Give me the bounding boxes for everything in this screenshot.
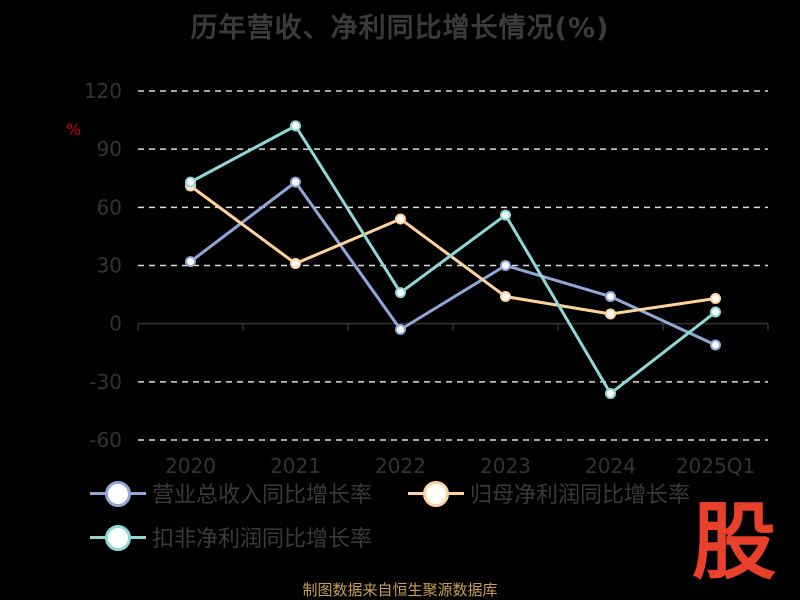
data-point — [500, 260, 511, 271]
data-point — [605, 387, 616, 399]
data-point — [395, 213, 406, 225]
data-point — [185, 176, 196, 188]
legend-marker-deducted-profit — [90, 522, 146, 552]
source-note: 制图数据来自恒生聚源数据库 — [302, 581, 498, 599]
grid-lines — [138, 90, 768, 441]
legend-item-net-profit[interactable]: 归母净利润同比增长率 — [408, 478, 690, 508]
series-line-1 — [189, 184, 716, 316]
legend-item-revenue[interactable]: 营业总收入同比增长率 — [90, 478, 372, 508]
data-point — [395, 323, 406, 335]
chart-title: 历年营收、净利同比增长情况(%) — [190, 13, 610, 44]
legend-label-net-profit: 归母净利润同比增长率 — [470, 483, 691, 508]
y-tick-label: 0 — [109, 312, 122, 336]
x-tick-label: 2025Q1 — [676, 454, 755, 478]
y-tick-label: -30 — [89, 370, 122, 394]
data-point — [710, 339, 721, 351]
data-point — [395, 287, 406, 299]
y-tick-label: -60 — [89, 428, 122, 452]
x-tick-label: 2021 — [270, 454, 321, 478]
y-tick-label: 120 — [84, 79, 122, 103]
data-point — [710, 292, 721, 304]
legend-label-deducted-profit: 扣非净利润同比增长率 — [152, 527, 373, 552]
data-point — [290, 258, 301, 270]
data-point — [605, 308, 616, 320]
legend-marker-net-profit — [408, 478, 464, 508]
y-tick-label: 90 — [97, 137, 122, 161]
x-tick-label: 2020 — [165, 454, 216, 478]
data-point — [290, 120, 301, 132]
x-tick-label: 2022 — [375, 454, 426, 478]
y-tick-label: 60 — [97, 195, 122, 219]
brand-logo: 股 — [692, 492, 777, 591]
data-point — [710, 306, 721, 318]
data-point — [500, 209, 511, 221]
data-point — [605, 291, 616, 303]
y-tick-label: 30 — [97, 254, 122, 278]
legend-item-deducted-profit[interactable]: 扣非净利润同比增长率 — [90, 522, 372, 552]
x-axis: 2020 2021 2022 2023 2024 2025Q1 — [137, 322, 769, 478]
x-tick-label: 2023 — [480, 454, 531, 478]
y-axis-label: % — [66, 120, 82, 139]
legend-marker-revenue — [90, 478, 146, 508]
series-line-2 — [189, 124, 717, 395]
data-point — [185, 256, 196, 268]
series-line-0 — [189, 180, 717, 347]
legend-label-revenue: 营业总收入同比增长率 — [152, 483, 373, 508]
data-point — [290, 176, 301, 188]
data-point — [500, 291, 511, 303]
series-lines — [185, 120, 721, 399]
y-axis-ticks: 120 90 60 30 0 -30 -60 — [84, 79, 122, 452]
x-tick-label: 2024 — [585, 454, 636, 478]
